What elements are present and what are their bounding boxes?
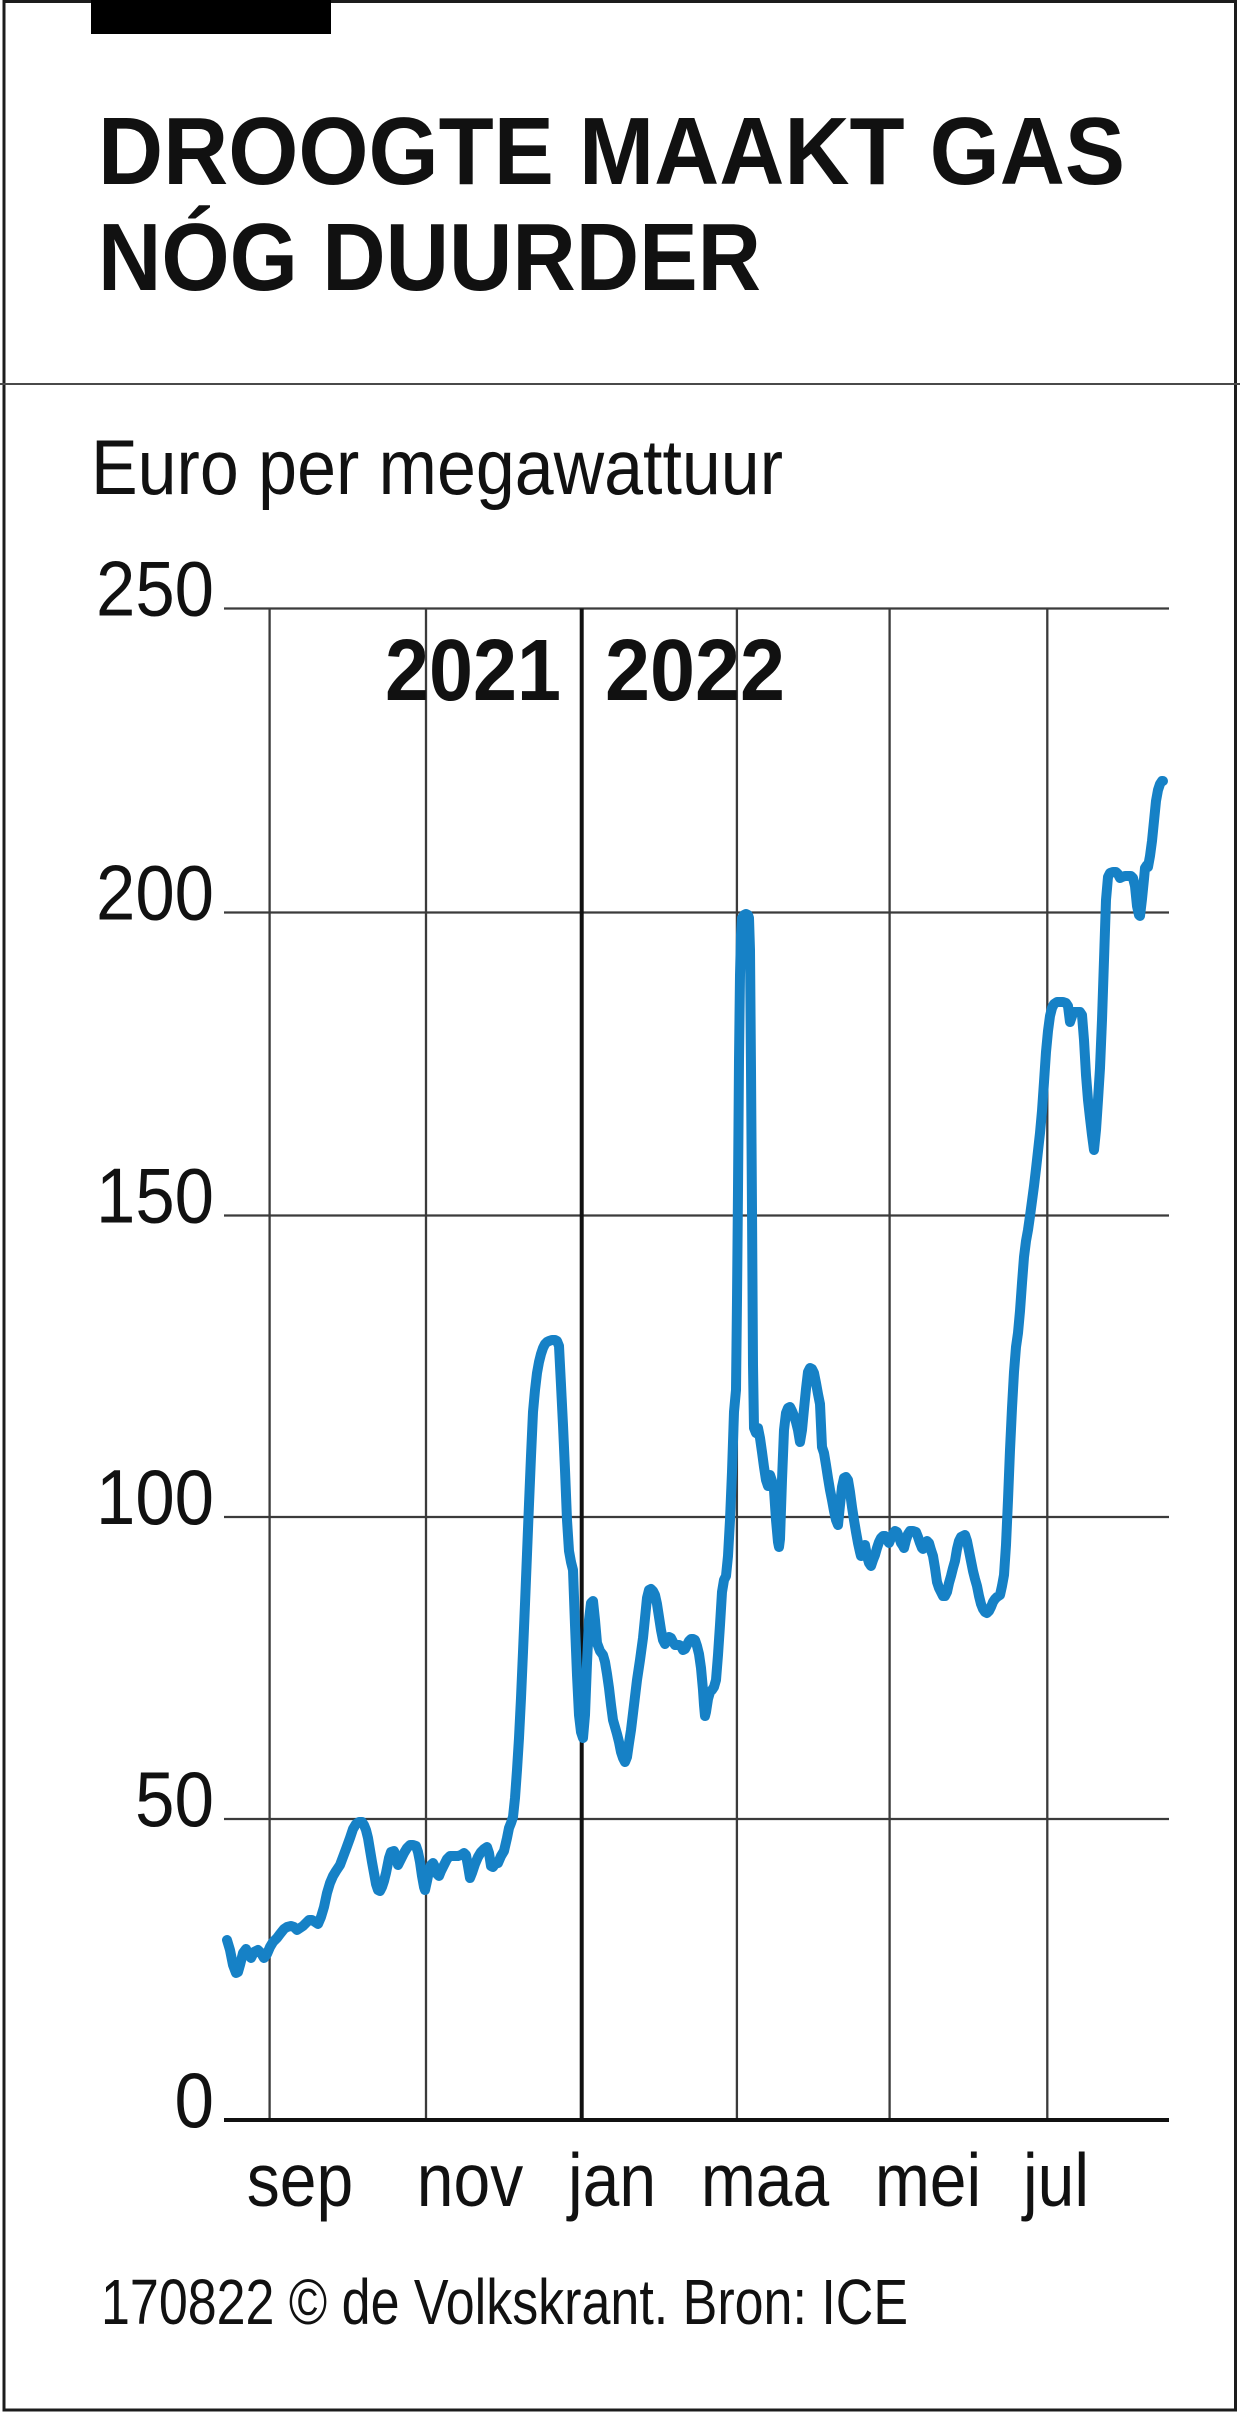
svg-text:NÓG DUURDER: NÓG DUURDER — [98, 204, 761, 311]
svg-text:jan: jan — [566, 2138, 656, 2222]
svg-text:sep: sep — [247, 2138, 353, 2222]
svg-text:nov: nov — [417, 2138, 524, 2222]
svg-text:2021: 2021 — [385, 622, 561, 719]
svg-text:200: 200 — [96, 849, 214, 937]
svg-text:DROOGTE MAAKT GAS: DROOGTE MAAKT GAS — [98, 98, 1125, 205]
svg-text:0: 0 — [175, 2056, 215, 2144]
svg-text:50: 50 — [135, 1755, 214, 1843]
svg-text:150: 150 — [96, 1152, 214, 1240]
svg-text:mei: mei — [875, 2138, 981, 2222]
svg-text:jul: jul — [1021, 2138, 1089, 2222]
svg-text:2022: 2022 — [605, 622, 785, 719]
svg-text:100: 100 — [96, 1453, 214, 1541]
svg-text:250: 250 — [96, 545, 214, 633]
svg-text:170822 © de Volkskrant. Bron:: 170822 © de Volkskrant. Bron: ICE — [101, 2266, 908, 2338]
svg-text:Euro per megawattuur: Euro per megawattuur — [91, 423, 783, 511]
svg-text:maa: maa — [701, 2138, 830, 2222]
